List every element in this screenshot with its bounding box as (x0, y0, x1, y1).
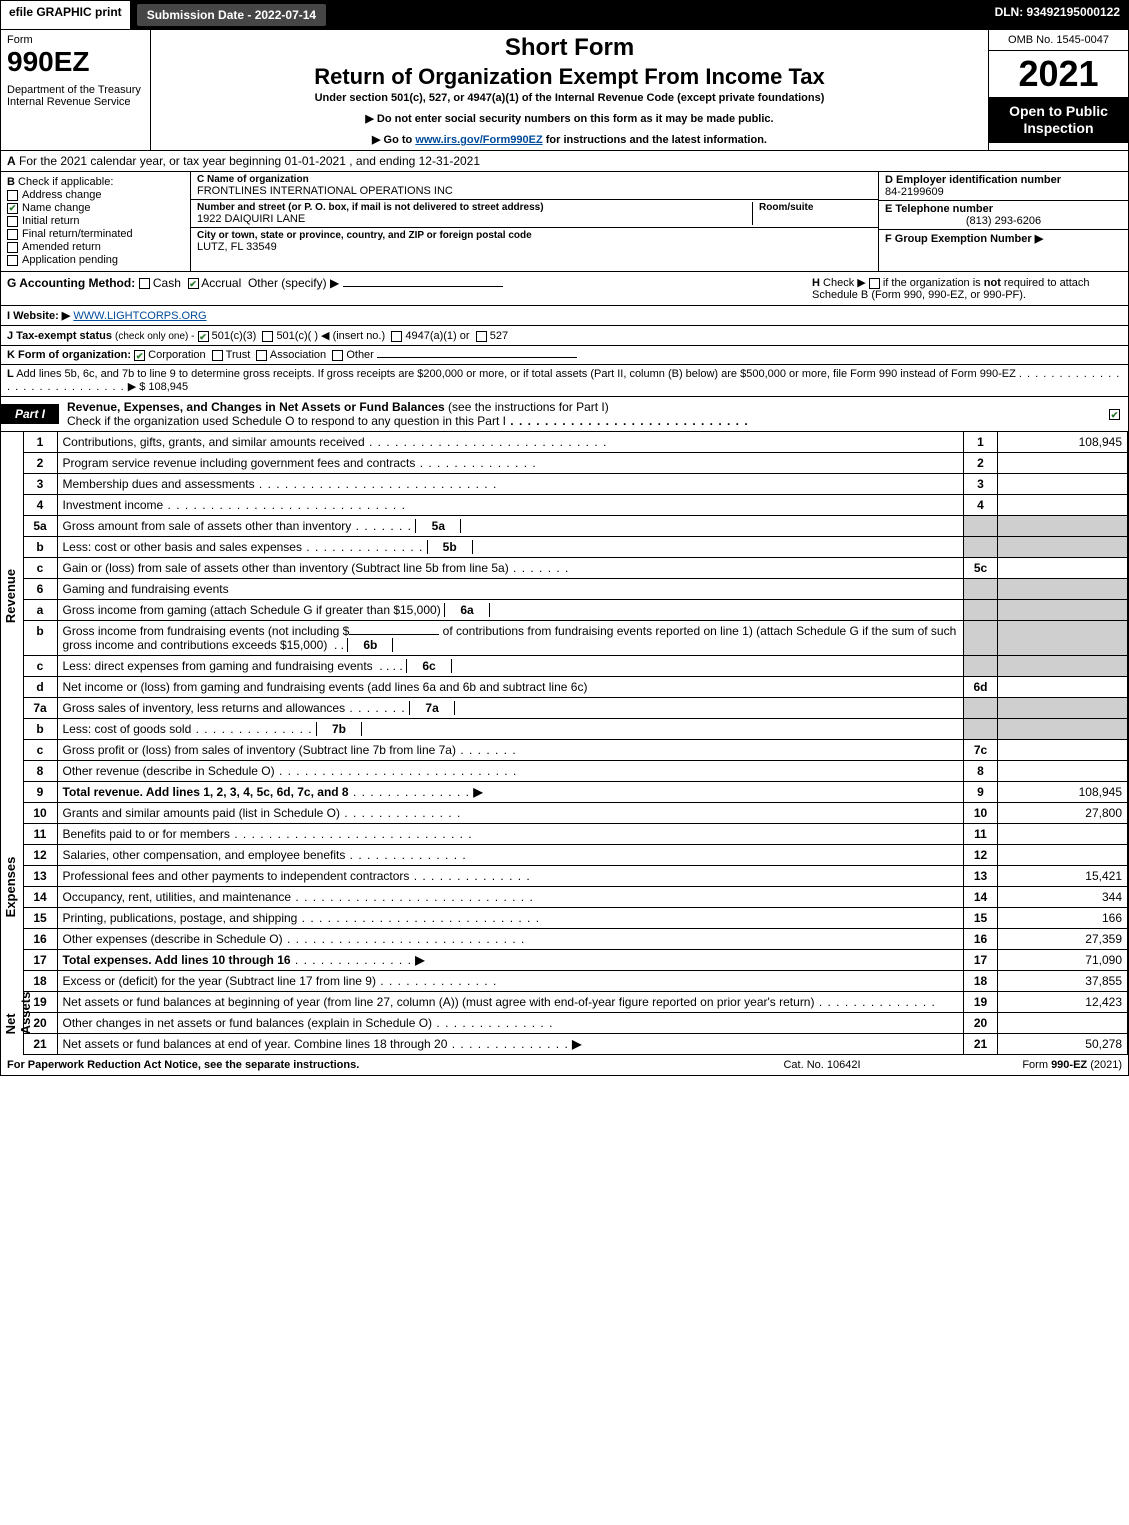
chk-amended-return[interactable]: Amended return (7, 241, 184, 253)
row-a: A For the 2021 calendar year, or tax yea… (1, 150, 1128, 171)
checkbox-icon: ✔ (7, 203, 18, 214)
row-i: I Website: ▶ WWW.LIGHTCORPS.ORG (1, 305, 1128, 325)
tax-year: 2021 (989, 51, 1128, 97)
open-inspection: Open to Public Inspection (989, 97, 1128, 143)
col-c: C Name of organization FRONTLINES INTERN… (191, 172, 878, 271)
chk-name-change[interactable]: ✔Name change (7, 202, 184, 214)
form-number: 990EZ (7, 46, 144, 78)
gross-receipts: ▶ $ 108,945 (128, 381, 188, 393)
total-expenses: 71,090 (998, 950, 1128, 971)
form-subtitle: Under section 501(c), 527, or 4947(a)(1)… (157, 92, 982, 104)
chk-schedule-b[interactable] (869, 278, 880, 289)
footer: For Paperwork Reduction Act Notice, see … (1, 1055, 1128, 1075)
checkbox-icon (7, 242, 18, 253)
short-form: Short Form (157, 34, 982, 62)
chk-initial-return[interactable]: Initial return (7, 215, 184, 227)
group-exemption-cell: F Group Exemption Number ▶ (879, 230, 1128, 271)
val-1: 108,945 (998, 432, 1128, 453)
chk-association[interactable] (256, 350, 267, 361)
form-title: Return of Organization Exempt From Incom… (157, 64, 982, 90)
header-right: OMB No. 1545-0047 2021 Open to Public In… (988, 30, 1128, 150)
sidelabel-revenue: Revenue (1, 432, 23, 761)
chk-cash[interactable] (139, 278, 150, 289)
other-org-line[interactable] (377, 357, 577, 358)
form-990ez: efile GRAPHIC print Submission Date - 20… (0, 0, 1129, 1076)
city-cell: City or town, state or province, country… (191, 228, 878, 255)
city-state-zip: LUTZ, FL 33549 (197, 241, 872, 253)
chk-corporation[interactable]: ✔ (134, 350, 145, 361)
checkbox-icon (7, 255, 18, 266)
chk-address-change[interactable]: Address change (7, 189, 184, 201)
ein-cell: D Employer identification number 84-2199… (879, 172, 1128, 201)
net-assets-eoy: 50,278 (998, 1034, 1128, 1055)
org-name: FRONTLINES INTERNATIONAL OPERATIONS INC (197, 185, 872, 197)
col-b: B Check if applicable: Address change ✔N… (1, 172, 191, 271)
chk-other-org[interactable] (332, 350, 343, 361)
topbar: efile GRAPHIC print Submission Date - 20… (1, 1, 1128, 29)
chk-application-pending[interactable]: Application pending (7, 254, 184, 266)
website-link[interactable]: WWW.LIGHTCORPS.ORG (73, 310, 206, 322)
omb: OMB No. 1545-0047 (989, 30, 1128, 51)
dept: Department of the Treasury Internal Reve… (7, 84, 144, 108)
irs-link[interactable]: www.irs.gov/Form990EZ (415, 134, 542, 146)
chk-accrual[interactable]: ✔ (188, 278, 199, 289)
header: Form 990EZ Department of the Treasury In… (1, 29, 1128, 150)
total-revenue: 108,945 (998, 782, 1128, 803)
lines-table: Revenue 1 Contributions, gifts, grants, … (1, 431, 1128, 1055)
submission-date: Submission Date - 2022-07-14 (136, 3, 327, 27)
chk-trust[interactable] (212, 350, 223, 361)
row-g-h: G Accounting Method: Cash ✔ Accrual Othe… (1, 271, 1128, 305)
checkbox-icon (7, 190, 18, 201)
chk-4947[interactable] (391, 331, 402, 342)
dln: DLN: 93492195000122 (987, 1, 1128, 29)
header-mid: Short Form Return of Organization Exempt… (151, 30, 988, 150)
row-l: L Add lines 5b, 6c, and 7b to line 9 to … (1, 364, 1128, 396)
accounting-method: G Accounting Method: Cash ✔ Accrual Othe… (7, 276, 812, 301)
section-bcdef: B Check if applicable: Address change ✔N… (1, 171, 1128, 271)
row-k: K Form of organization: ✔ Corporation Tr… (1, 345, 1128, 364)
chk-501c3[interactable]: ✔ (198, 331, 209, 342)
section-h: H Check ▶ if the organization is not req… (812, 276, 1122, 301)
checkbox-icon (7, 216, 18, 227)
chk-schedule-o-part-i[interactable]: ✔ (1109, 409, 1120, 420)
form-word: Form (7, 34, 144, 46)
checkbox-icon (7, 229, 18, 240)
chk-501c[interactable] (262, 331, 273, 342)
header-left: Form 990EZ Department of the Treasury In… (1, 30, 151, 150)
chk-final-return[interactable]: Final return/terminated (7, 228, 184, 240)
phone-cell: E Telephone number (813) 293-6206 (879, 201, 1128, 230)
col-def: D Employer identification number 84-2199… (878, 172, 1128, 271)
other-specify-line[interactable] (343, 286, 503, 287)
addr-cell: Number and street (or P. O. box, if mail… (191, 200, 878, 228)
chk-527[interactable] (476, 331, 487, 342)
note-url: ▶ Go to www.irs.gov/Form990EZ for instru… (157, 133, 982, 146)
part-i-header: Part I Revenue, Expenses, and Changes in… (1, 396, 1128, 431)
sidelabel-expenses: Expenses (1, 803, 23, 971)
note-ssn: ▶ Do not enter social security numbers o… (157, 112, 982, 125)
org-name-cell: C Name of organization FRONTLINES INTERN… (191, 172, 878, 200)
sidelabel-netassets: Net Assets (1, 971, 23, 1055)
ein: 84-2199609 (885, 186, 1122, 198)
street-address: 1922 DAIQUIRI LANE (197, 213, 752, 225)
phone: (813) 293-6206 (885, 215, 1122, 227)
row-j: J Tax-exempt status (check only one) - ✔… (1, 325, 1128, 345)
efile-label: efile GRAPHIC print (1, 1, 132, 29)
